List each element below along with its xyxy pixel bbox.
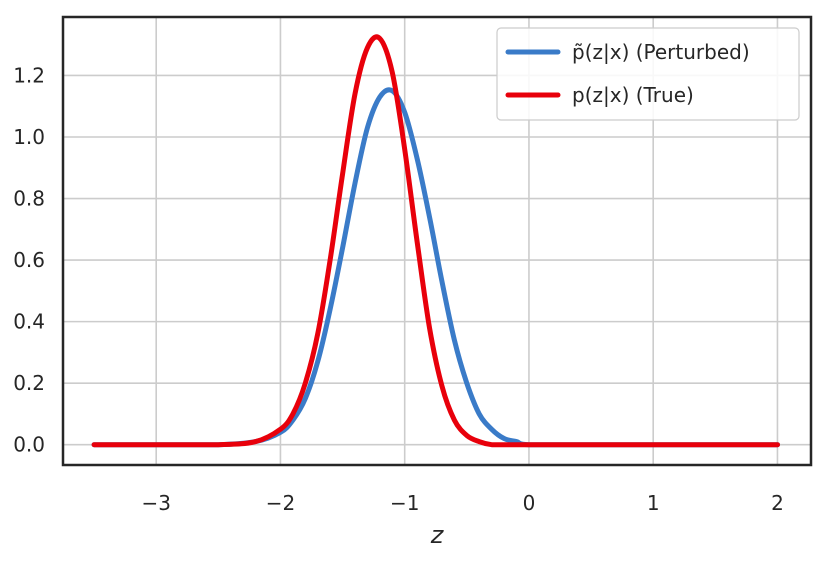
y-tick-label: 0.8: [13, 187, 45, 211]
x-tick-label: 1: [647, 491, 660, 515]
legend-label-true: p(z|x) (True): [572, 83, 694, 107]
y-tick-label: 0.0: [13, 433, 45, 457]
x-tick-label: 0: [523, 491, 536, 515]
x-tick-label: 2: [771, 491, 784, 515]
series-line-true: [91, 34, 780, 448]
y-tick-label: 0.2: [13, 371, 45, 395]
y-tick-label: 0.4: [13, 310, 45, 334]
series-lines: [91, 34, 780, 448]
x-axis-label: z: [430, 521, 445, 549]
legend-box: [496, 27, 800, 121]
y-axis-ticks: 0.0 0.2 0.4 0.6 0.8 1.0 1.2: [13, 63, 45, 456]
x-tick-label: −1: [390, 491, 419, 515]
x-tick-label: −3: [141, 491, 170, 515]
x-tick-label: −2: [266, 491, 295, 515]
legend-label-perturbed: p̃(z|x) (Perturbed): [572, 40, 750, 64]
series-line-perturbed: [91, 87, 780, 448]
x-axis-ticks: −3 −2 −1 0 1 2: [141, 491, 783, 515]
y-tick-label: 1.0: [13, 125, 45, 149]
legend: p̃(z|x) (Perturbed) p(z|x) (True): [496, 27, 800, 121]
plot-frame: [61, 15, 813, 467]
y-tick-label: 0.6: [13, 248, 45, 272]
y-tick-label: 1.2: [13, 63, 45, 87]
